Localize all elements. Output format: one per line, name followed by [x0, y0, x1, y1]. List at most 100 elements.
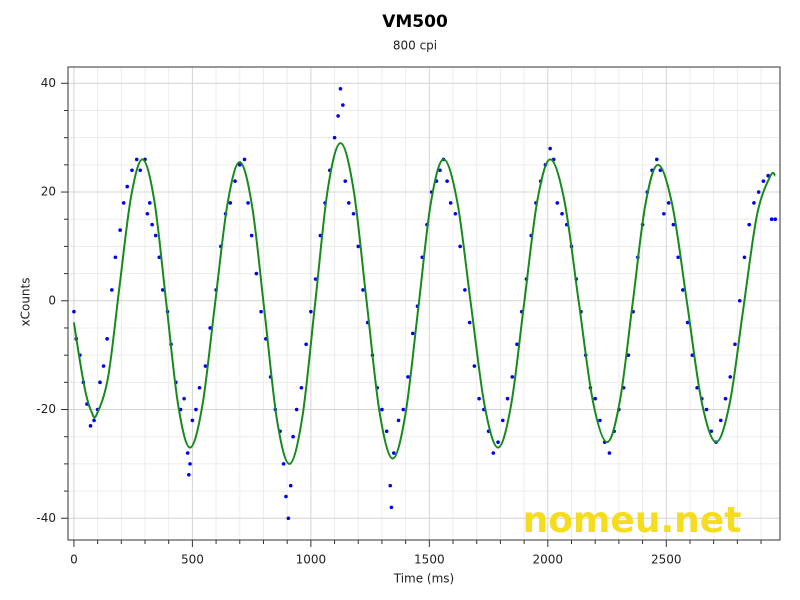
- dot: [332, 135, 337, 140]
- dot: [246, 201, 250, 205]
- y-tick-label: 0: [48, 293, 56, 307]
- x-tick-label: 0: [70, 553, 78, 567]
- dot: [384, 429, 389, 434]
- dot: [233, 179, 237, 183]
- dot: [134, 157, 139, 162]
- dot: [313, 277, 318, 281]
- dot: [458, 244, 462, 249]
- x-tick-label: 500: [181, 553, 204, 567]
- dot: [445, 179, 449, 183]
- dot: [491, 451, 496, 455]
- dot: [685, 320, 690, 325]
- dot: [138, 168, 143, 173]
- dot: [747, 222, 751, 227]
- y-tick-label: -20: [36, 402, 56, 416]
- chart-title: VM500: [382, 12, 448, 32]
- dot: [438, 168, 442, 173]
- dot: [130, 168, 134, 173]
- dot: [341, 103, 345, 107]
- dot: [160, 288, 165, 292]
- dot: [742, 255, 747, 260]
- dot: [718, 418, 723, 423]
- dot: [259, 309, 263, 314]
- dot: [654, 157, 659, 162]
- dot: [92, 418, 96, 423]
- y-tick-label: 20: [41, 185, 56, 199]
- dot: [477, 396, 481, 401]
- dot: [463, 288, 467, 292]
- dot: [343, 179, 348, 183]
- dot: [98, 380, 102, 385]
- dot: [548, 146, 552, 151]
- dot: [72, 309, 76, 314]
- dot: [626, 353, 631, 357]
- dot: [666, 201, 671, 205]
- dot: [118, 228, 122, 232]
- dot: [294, 407, 299, 412]
- dot: [752, 201, 756, 205]
- dot: [187, 472, 191, 477]
- dot: [396, 418, 401, 423]
- dot: [105, 337, 109, 341]
- dot: [401, 407, 406, 412]
- dot: [500, 418, 505, 423]
- dot: [190, 418, 195, 423]
- dot: [681, 288, 685, 292]
- dot: [467, 320, 472, 325]
- plot: [72, 86, 778, 521]
- dot: [336, 114, 340, 118]
- dot: [145, 211, 150, 216]
- fit-line: [72, 142, 777, 465]
- dot: [769, 217, 774, 222]
- dot: [147, 201, 152, 205]
- x-tick-label: 2500: [651, 553, 682, 567]
- x-tick-label: 1500: [414, 553, 445, 567]
- dot: [380, 407, 384, 412]
- dot: [197, 385, 202, 390]
- dot: [453, 211, 458, 216]
- dot: [150, 222, 154, 227]
- dot: [515, 342, 519, 347]
- dot: [304, 342, 308, 347]
- x-tick-label: 2000: [533, 553, 564, 567]
- dot: [351, 211, 356, 216]
- dot: [388, 483, 393, 488]
- x-tick-label: 1000: [296, 553, 327, 567]
- dot: [704, 407, 709, 412]
- dot: [671, 222, 676, 227]
- y-axis-label: xCounts: [19, 278, 33, 327]
- dot: [242, 157, 247, 162]
- dot: [448, 201, 453, 205]
- dot: [505, 396, 510, 401]
- dot: [723, 396, 728, 401]
- dot: [607, 451, 612, 455]
- dot: [356, 244, 361, 249]
- dot: [737, 298, 742, 303]
- dot: [288, 483, 293, 488]
- dot: [237, 163, 242, 167]
- dot: [185, 451, 190, 455]
- dot: [593, 396, 597, 401]
- dot: [676, 255, 680, 260]
- y-tick-label: 40: [41, 76, 56, 90]
- dot: [761, 179, 766, 183]
- dot: [286, 516, 291, 521]
- dot: [291, 434, 295, 439]
- dot: [182, 396, 186, 401]
- dot: [194, 407, 198, 412]
- chart-subtitle: 800 cpi: [393, 39, 437, 53]
- dot: [733, 342, 737, 347]
- dot: [361, 288, 365, 292]
- dot: [391, 451, 396, 455]
- plot-frame: [67, 66, 781, 541]
- dot: [658, 168, 663, 173]
- dot: [188, 462, 192, 466]
- dot: [157, 255, 162, 260]
- dot: [254, 271, 259, 276]
- dot: [410, 331, 415, 336]
- dot: [249, 233, 254, 238]
- dot: [389, 505, 394, 510]
- dot: [299, 385, 304, 390]
- dot: [406, 375, 410, 379]
